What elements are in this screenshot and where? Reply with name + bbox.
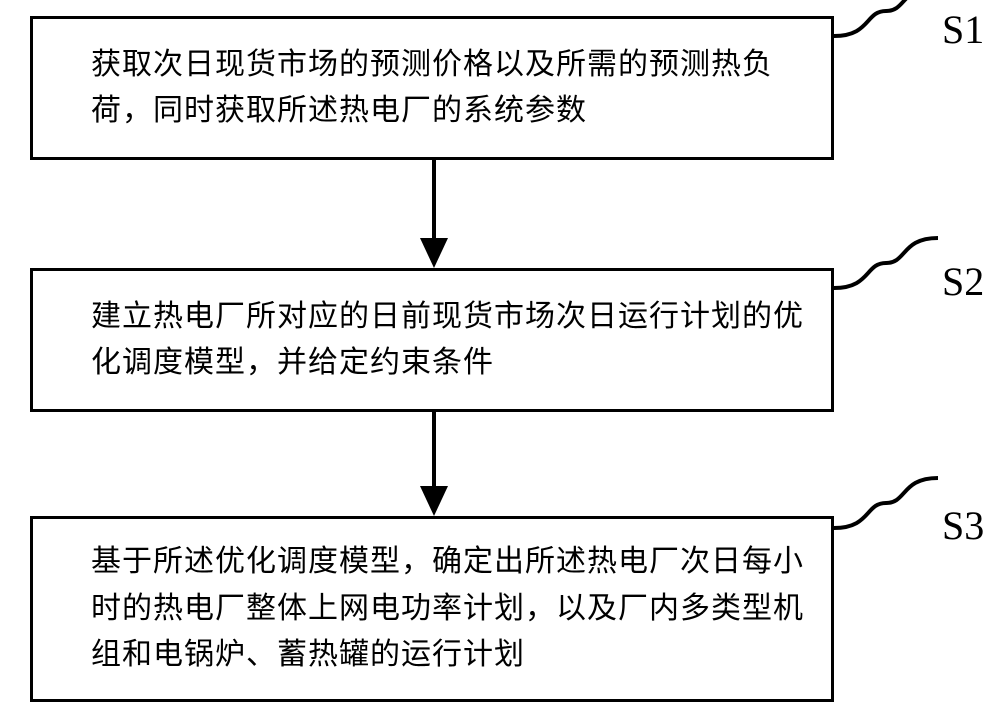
flowchart-canvas: 获取次日现货市场的预测价格以及所需的预测热负荷，同时获取所述热电厂的系统参数 S1… [0, 0, 1000, 728]
step-text-s2: 建立热电厂所对应的日前现货市场次日运行计划的优化调度模型，并给定约束条件 [91, 294, 807, 387]
step-label-s2: S2 [942, 258, 984, 305]
step-box-s3: 基于所述优化调度模型，确定出所述热电厂次日每小时的热电厂整体上网电功率计划，以及… [30, 516, 834, 702]
connector-curve [834, 232, 938, 294]
connector-curve [834, 0, 938, 42]
step-label-s1: S1 [942, 6, 984, 53]
step-box-s2: 建立热电厂所对应的日前现货市场次日运行计划的优化调度模型，并给定约束条件 [30, 268, 834, 412]
connector-curve [834, 472, 938, 534]
arrow-head-icon [420, 486, 448, 516]
step-text-s1: 获取次日现货市场的预测价格以及所需的预测热负荷，同时获取所述热电厂的系统参数 [91, 42, 807, 135]
step-label-s3: S3 [942, 502, 984, 549]
step-box-s1: 获取次日现货市场的预测价格以及所需的预测热负荷，同时获取所述热电厂的系统参数 [30, 16, 834, 160]
arrow-head-icon [420, 238, 448, 268]
arrow-line [432, 412, 436, 490]
arrow-line [432, 160, 436, 242]
step-text-s3: 基于所述优化调度模型，确定出所述热电厂次日每小时的热电厂整体上网电功率计划，以及… [91, 539, 807, 679]
